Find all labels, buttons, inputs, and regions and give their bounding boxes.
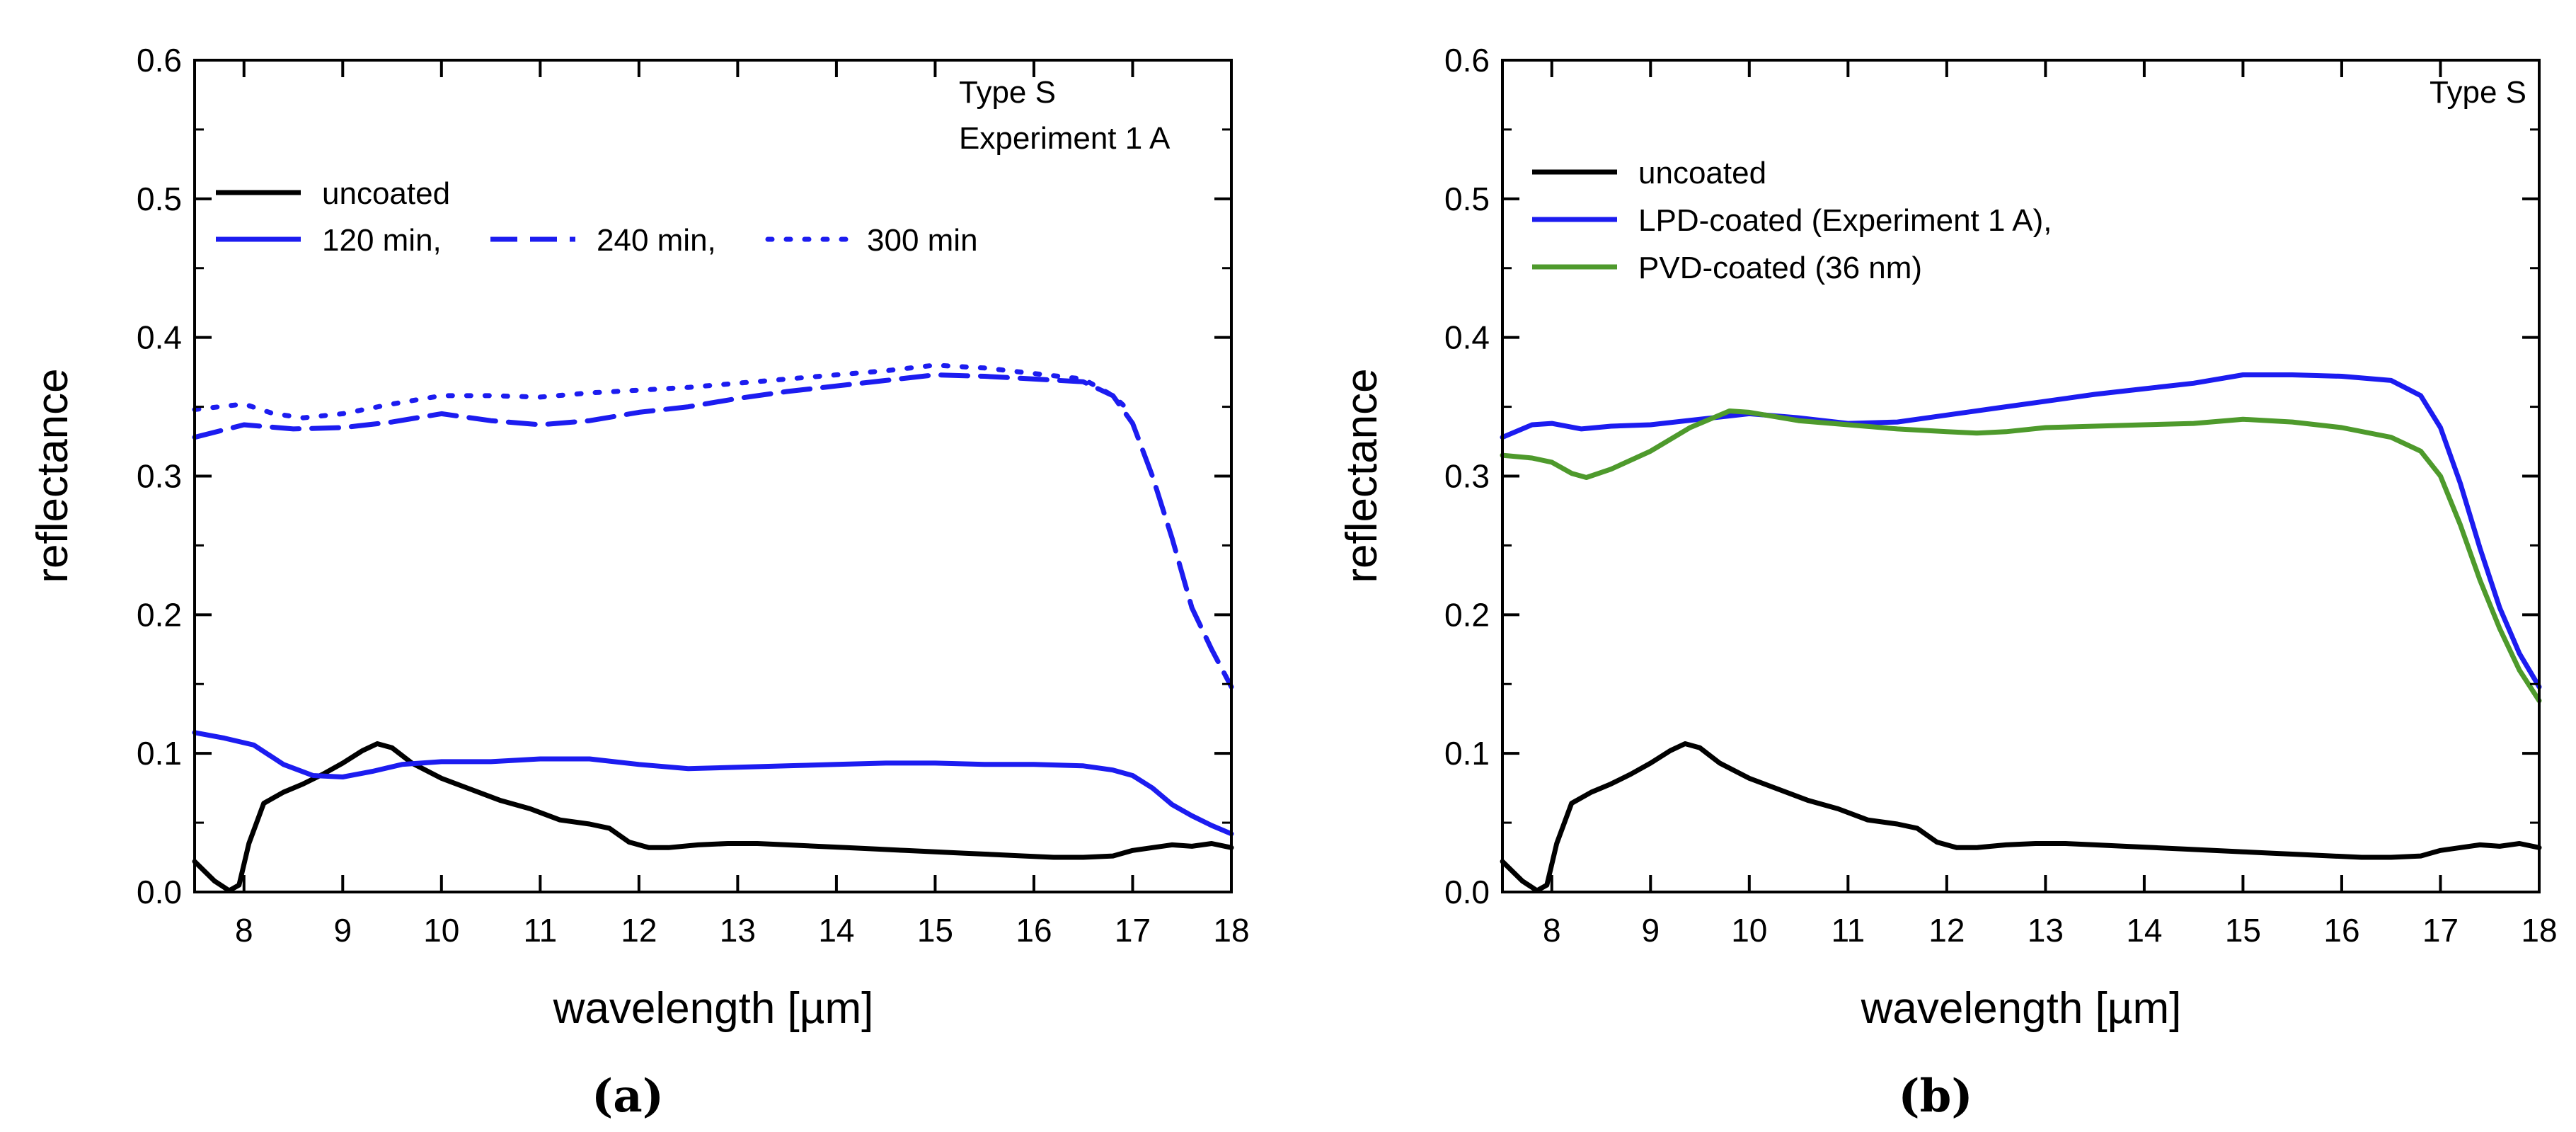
panel-a-ticks: 8 9 10 11 12 13 14 15 16 17 18 0.0 0.1 0.2 0.3 0.4 0.5 0.…	[137, 42, 1250, 949]
panel-b-xtick-label: 13	[2028, 912, 2064, 949]
panel-a-xtick-label: 17	[1115, 912, 1151, 949]
panel-a-annotation-experiment: Experiment 1 A	[959, 121, 1171, 156]
panel-a-xtick-label: 13	[720, 912, 756, 949]
panel-a-ytick-label: 0.2	[137, 596, 182, 633]
panel-a-xtick-label: 12	[621, 912, 657, 949]
panel-b-ytick-label: 0.3	[1444, 458, 1490, 495]
panel-b-ylabel: reflectance	[1338, 368, 1386, 583]
panel-a-xtick-label: 18	[1213, 912, 1249, 949]
panel-a-series-240-min	[192, 372, 1234, 690]
panel-a-ytick-label: 0.6	[137, 42, 182, 79]
panel-b: 8 9 10 11 12 13 14 15 16 17 18 0.0 0.1 0.2 0.3 0.4 0.5 0.…	[1338, 42, 2558, 1123]
panel-b-xtick-label: 14	[2126, 912, 2162, 949]
panel-a-legend-label-240min: 240 min,	[597, 223, 716, 258]
panel-a: 8 9 10 11 12 13 14 15 16 17 18 0.0 0.1 0.2 0.3 0.4 0.5 0.…	[28, 42, 1250, 1123]
panel-b-legend-label-pvd: PVD-coated (36 nm)	[1638, 251, 1922, 285]
panel-a-xtick-label: 9	[333, 912, 352, 949]
panel-a-xtick-label: 15	[917, 912, 953, 949]
panel-a-xtick-label: 11	[523, 912, 557, 949]
panel-b-xtick-label: 15	[2225, 912, 2261, 949]
panel-b-xtick-label: 18	[2521, 912, 2557, 949]
panel-a-ytick-label: 0.4	[137, 319, 182, 356]
panel-b-ytick-label: 0.6	[1444, 42, 1490, 79]
panel-a-xtick-label: 16	[1016, 912, 1052, 949]
panel-b-xtick-label: 9	[1641, 912, 1660, 949]
panel-b-xlabel: wavelength [µm]	[1861, 984, 2182, 1033]
panel-a-ytick-label: 0.3	[137, 458, 182, 495]
panel-b-legend: uncoated LPD-coated (Experiment 1 A), PV…	[1532, 156, 2052, 285]
panel-a-ytick-label: 0.1	[137, 735, 182, 772]
panel-a-annotation-type: Type S	[959, 75, 1056, 110]
panel-b-caption: (b)	[1898, 1070, 1972, 1123]
panel-b-ytick-label: 0.2	[1444, 596, 1490, 633]
panel-b-ytick-label: 0.0	[1444, 874, 1490, 910]
panel-b-xtick-label: 8	[1543, 912, 1561, 949]
panel-b-series-uncoated	[1500, 741, 2542, 893]
panel-b-xtick-label: 10	[1731, 912, 1767, 949]
panel-b-xtick-label: 12	[1928, 912, 1965, 949]
panel-b-xtick-label: 17	[2422, 912, 2459, 949]
panel-a-legend: uncoated 120 min, 240 min, 300 min	[216, 176, 978, 258]
panel-a-legend-label-300min: 300 min	[867, 223, 978, 258]
panel-b-xtick-label: 16	[2323, 912, 2359, 949]
panel-a-series-uncoated	[192, 741, 1234, 893]
panel-a-series-300-min	[192, 362, 1135, 421]
panel-a-legend-label-uncoated: uncoated	[322, 176, 450, 211]
panel-b-ytick-label: 0.1	[1444, 735, 1490, 772]
panel-a-series	[192, 362, 1234, 893]
panel-b-legend-label-uncoated: uncoated	[1638, 156, 1766, 190]
panel-a-xtick-label: 8	[235, 912, 253, 949]
panel-a-xtick-label: 14	[818, 912, 854, 949]
panel-a-xtick-label: 10	[423, 912, 459, 949]
panel-b-ytick-label: 0.4	[1444, 319, 1490, 356]
panel-b-ytick-label: 0.5	[1444, 181, 1490, 217]
panel-b-xtick-label: 11	[1831, 912, 1865, 949]
panel-a-ytick-label: 0.0	[137, 874, 182, 910]
panel-a-legend-label-120min: 120 min,	[322, 223, 442, 258]
panel-b-series	[1500, 372, 2542, 893]
panel-b-series-lpd-coated-experiment-1-a	[1500, 372, 2542, 690]
panel-a-series-120-min	[192, 730, 1234, 837]
panel-b-legend-label-lpd: LPD-coated (Experiment 1 A),	[1638, 203, 2052, 238]
panel-a-ytick-label: 0.5	[137, 181, 182, 217]
panel-b-ticks: 8 9 10 11 12 13 14 15 16 17 18 0.0 0.1 0.2 0.3 0.4 0.5 0.…	[1444, 42, 2558, 949]
panel-a-xlabel: wavelength [µm]	[553, 984, 874, 1033]
panel-b-series-pvd-coated-36-nm	[1500, 408, 2542, 704]
panel-a-ylabel: reflectance	[28, 368, 77, 583]
panel-b-annotation-type: Type S	[2430, 75, 2526, 110]
panel-a-caption: (a)	[592, 1070, 664, 1123]
